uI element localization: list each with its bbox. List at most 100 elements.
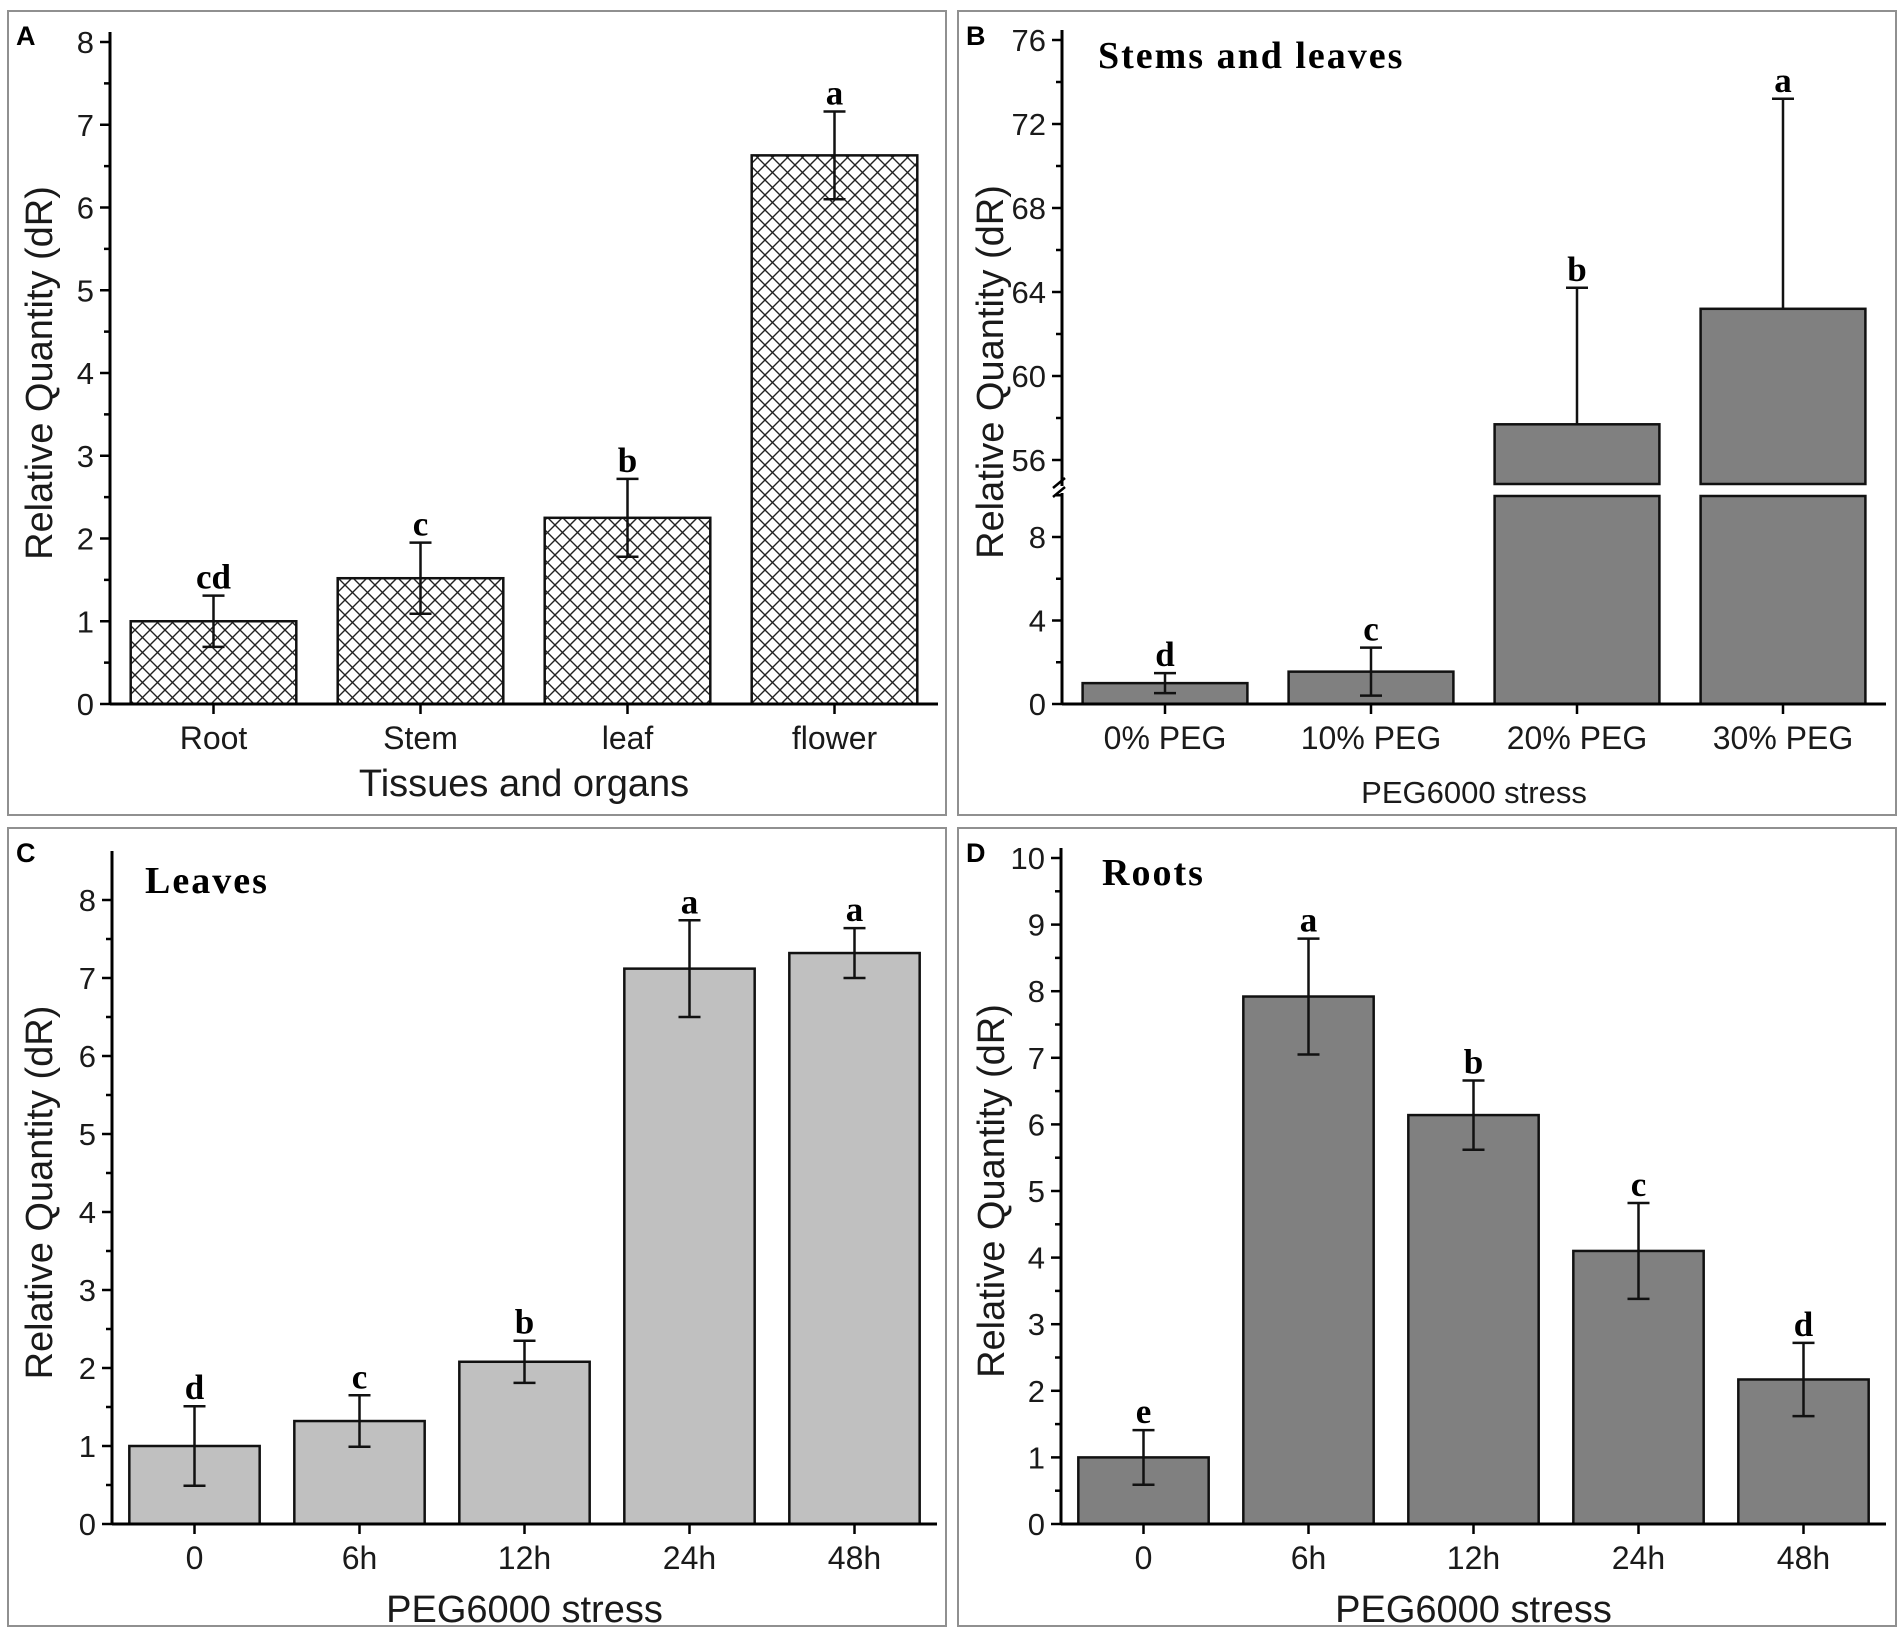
panel-c-x-axis-title: PEG6000 stress bbox=[386, 1589, 663, 1629]
panel-a-bar bbox=[750, 154, 919, 706]
panel-c-y-tick-label: 4 bbox=[79, 1195, 96, 1230]
panel-c-y-tick-label: 2 bbox=[79, 1351, 96, 1386]
panel-c-y-tick-label: 8 bbox=[79, 883, 96, 918]
panel-a-significance-label: b bbox=[618, 441, 637, 480]
panel-c-x-tick-label: 0 bbox=[186, 1540, 204, 1576]
panel-d-y-tick-label: 2 bbox=[1028, 1374, 1045, 1409]
panel-c-x-tick-label: 24h bbox=[663, 1540, 716, 1576]
panel-b-frame bbox=[957, 10, 1897, 816]
panel-b-y-tick-label: 4 bbox=[1029, 604, 1046, 639]
panel-d-significance-label: e bbox=[1136, 1392, 1152, 1431]
panel-a-y-tick-label: 3 bbox=[77, 439, 94, 474]
panel-d-x-tick-label: 0 bbox=[1135, 1540, 1153, 1576]
panel-d-significance-label: a bbox=[1300, 901, 1318, 940]
panel-c-x-tick-label: 6h bbox=[342, 1540, 378, 1576]
panel-d-y-tick-label: 7 bbox=[1028, 1041, 1045, 1076]
panel-a-y-tick-label: 2 bbox=[77, 522, 94, 557]
panel-d-significance-label: b bbox=[1464, 1042, 1483, 1081]
panel-b-x-axis-title: PEG6000 stress bbox=[1361, 775, 1587, 810]
panel-d-y-tick-label: 9 bbox=[1028, 908, 1045, 943]
panel-b-y-axis-title: Relative Quantity (dR) bbox=[970, 185, 1012, 559]
panel-d-y-tick-label: 0 bbox=[1028, 1507, 1045, 1542]
panel-d-bar bbox=[1242, 995, 1375, 1526]
panel-d-x-tick-label: 48h bbox=[1777, 1540, 1830, 1576]
panel-d-y-tick-label: 1 bbox=[1028, 1440, 1045, 1475]
panel-a-label: A bbox=[16, 21, 36, 51]
panel-c-y-tick-label: 7 bbox=[79, 961, 96, 996]
panel-d-x-tick-label: 12h bbox=[1447, 1540, 1500, 1576]
panel-c-y-axis-title: Relative Quantity (dR) bbox=[19, 1006, 61, 1380]
panel-b-x-tick-label: 10% PEG bbox=[1301, 720, 1442, 756]
panel-a-y-tick-label: 6 bbox=[77, 191, 94, 226]
panel-d-y-tick-label: 6 bbox=[1028, 1107, 1045, 1142]
panel-d-significance-label: d bbox=[1794, 1305, 1814, 1344]
panel-b-y-tick-label: 72 bbox=[1012, 107, 1046, 142]
panel-b-y-tick-label: 76 bbox=[1012, 23, 1046, 58]
panel-c-title: Leaves bbox=[145, 860, 269, 902]
panel-d-y-tick-label: 10 bbox=[1011, 841, 1045, 876]
panel-c-bar bbox=[623, 967, 756, 1526]
panel-a-x-tick-label: flower bbox=[792, 720, 878, 756]
panel-d-y-tick-label: 3 bbox=[1028, 1307, 1045, 1342]
panel-d-y-axis-title: Relative Quantity (dR) bbox=[971, 1004, 1013, 1378]
panel-c-label: C bbox=[16, 838, 36, 868]
panel-d-significance-label: c bbox=[1631, 1165, 1647, 1204]
panel-c-significance-label: c bbox=[352, 1357, 368, 1396]
panel-c-y-tick-label: 5 bbox=[79, 1117, 96, 1152]
panel-c-bar bbox=[788, 951, 921, 1526]
panel-b-x-tick-label: 0% PEG bbox=[1104, 720, 1227, 756]
panel-b-bar bbox=[1493, 423, 1661, 486]
panel-b-y-tick-label: 68 bbox=[1012, 191, 1046, 226]
panel-a-significance-label: c bbox=[413, 505, 429, 544]
panel-b-chart: d 0% PEG c 10% PEG b 20% PEG a 30% PEG 0 4 8 56 60 64… bbox=[970, 23, 1886, 810]
panel-a-x-axis-title: Tissues and organs bbox=[359, 763, 689, 805]
panel-a-y-tick-label: 1 bbox=[77, 604, 94, 639]
panel-b-axis-break-mark bbox=[1052, 477, 1066, 489]
panel-b-y-tick-label: 8 bbox=[1029, 520, 1046, 555]
panel-a-y-tick-label: 8 bbox=[77, 25, 94, 60]
panel-d-label: D bbox=[966, 838, 986, 868]
panel-b-bar bbox=[1699, 307, 1867, 486]
panel-c-significance-label: d bbox=[185, 1368, 205, 1407]
panel-d-x-axis-title: PEG6000 stress bbox=[1335, 1589, 1612, 1629]
panel-b-axis-break-mark bbox=[1052, 486, 1066, 498]
panel-c-x-tick-label: 12h bbox=[498, 1540, 551, 1576]
panel-a-x-tick-label: Root bbox=[180, 720, 248, 756]
panel-b-y-tick-label: 56 bbox=[1012, 443, 1046, 478]
panel-d-chart: e 0 a 6h b 12h c 24h d 48h 0 1 2 3 4 5 6 7 8 9 10 PEG6000 str… bbox=[971, 841, 1886, 1629]
panel-c-y-tick-label: 3 bbox=[79, 1273, 96, 1308]
panel-a-y-tick-label: 5 bbox=[77, 273, 94, 308]
panel-b-x-tick-label: 30% PEG bbox=[1713, 720, 1854, 756]
panel-a-x-tick-label: leaf bbox=[602, 720, 654, 756]
panel-d-x-tick-label: 24h bbox=[1612, 1540, 1665, 1576]
panel-a-chart: cd Root c Stem b leaf a flower 0 1 2 3 4 5 6 7 8 Tissues … bbox=[19, 25, 938, 805]
panel-a-y-axis-title: Relative Quantity (dR) bbox=[19, 186, 61, 560]
panel-d-y-tick-label: 5 bbox=[1028, 1174, 1045, 1209]
panel-a-significance-label: a bbox=[826, 74, 844, 113]
panel-c-bar bbox=[458, 1360, 591, 1526]
panel-d-x-tick-label: 6h bbox=[1291, 1540, 1327, 1576]
panel-b-bar-lower-segment bbox=[1699, 494, 1867, 706]
panel-b-y-tick-label: 64 bbox=[1012, 275, 1046, 310]
panel-a-significance-label: cd bbox=[196, 558, 232, 597]
panel-c-frame bbox=[7, 827, 947, 1627]
panel-a-frame bbox=[7, 10, 947, 816]
panel-b-label: B bbox=[966, 21, 986, 51]
panel-c-x-tick-label: 48h bbox=[828, 1540, 881, 1576]
panel-c-significance-label: b bbox=[515, 1303, 534, 1342]
panel-b-bar-lower-segment bbox=[1493, 494, 1661, 706]
panel-a-x-tick-label: Stem bbox=[383, 720, 458, 756]
panel-b-significance-label: c bbox=[1363, 610, 1379, 649]
panel-c-significance-label: a bbox=[846, 890, 864, 929]
panel-c-y-tick-label: 0 bbox=[79, 1507, 96, 1542]
panel-b-x-tick-label: 20% PEG bbox=[1507, 720, 1648, 756]
panel-d-title: Roots bbox=[1102, 852, 1205, 894]
panel-b-significance-label: b bbox=[1567, 250, 1586, 289]
panel-b-significance-label: a bbox=[1774, 61, 1792, 100]
panel-c-chart: d 0 c 6h b 12h a 24h a 48h 0 1 2 3 4 5 6 7 8 PEG6000 stress… bbox=[19, 851, 937, 1629]
panel-d-y-tick-label: 4 bbox=[1028, 1241, 1045, 1276]
panel-a-y-tick-label: 4 bbox=[77, 356, 94, 391]
panel-c-y-tick-label: 6 bbox=[79, 1039, 96, 1074]
panel-b-significance-label: d bbox=[1155, 635, 1175, 674]
